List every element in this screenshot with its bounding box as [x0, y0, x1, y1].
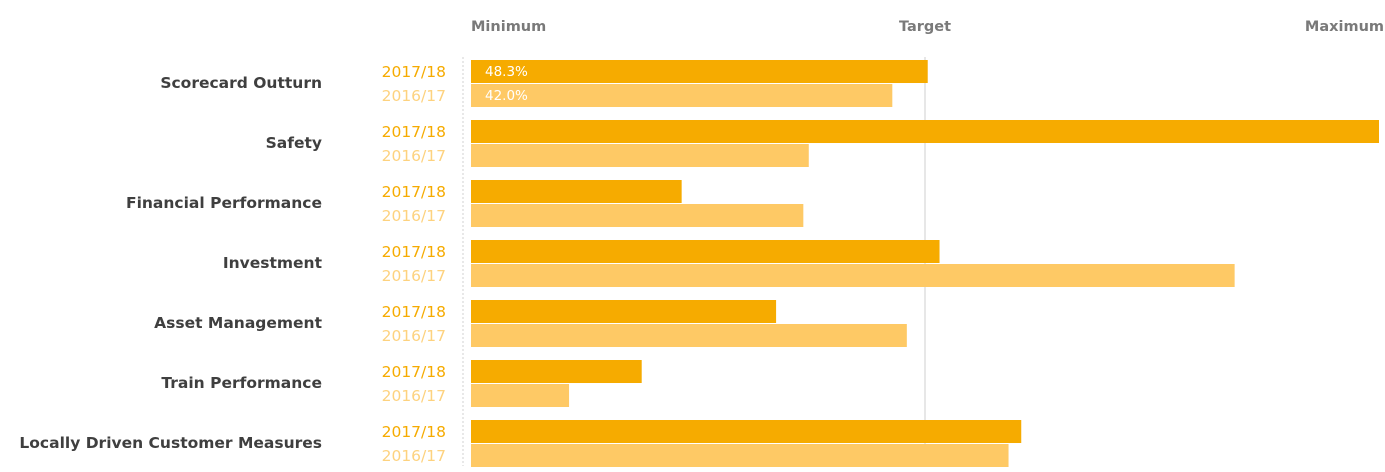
data-label-scorecard-outturn-2017-18: 48.3% [485, 64, 528, 80]
category-label-safety: Safety [266, 134, 322, 152]
year-label-safety-2017-18: 2017/18 [382, 123, 446, 141]
bar-investment-2017-18 [471, 240, 940, 263]
bar-investment-2016-17 [471, 264, 1235, 287]
year-label-train-performance-2016-17: 2016/17 [382, 387, 446, 405]
labels: Scorecard Outturn 2017/18 48.3% 2016/17 42.0… [19, 63, 528, 465]
bar-locally-driven-customer-measures-2017-18 [471, 420, 1022, 443]
category-label-train-performance: Train Performance [161, 374, 322, 392]
bar-safety-2017-18 [471, 120, 1379, 143]
bar-scorecard-outturn-2017-18 [471, 60, 928, 83]
year-label-investment-2016-17: 2016/17 [382, 267, 446, 285]
bar-financial-performance-2016-17 [471, 204, 804, 227]
axis-label-target: Target [899, 19, 951, 35]
year-label-financial-performance-2016-17: 2016/17 [382, 207, 446, 225]
bar-train-performance-2016-17 [471, 384, 570, 407]
year-label-locally-driven-customer-measures-2016-17: 2016/17 [382, 447, 446, 465]
category-label-financial-performance: Financial Performance [126, 194, 322, 212]
bar-scorecard-outturn-2016-17 [471, 84, 893, 107]
axis-label-minimum: Minimum [471, 19, 546, 35]
axis-labels: Minimum Target Maximum [471, 19, 1384, 35]
axis-label-maximum: Maximum [1305, 19, 1384, 35]
category-label-locally-driven-customer-measures: Locally Driven Customer Measures [19, 434, 322, 452]
bars [471, 60, 1379, 467]
bar-financial-performance-2017-18 [471, 180, 682, 203]
year-label-scorecard-outturn-2017-18: 2017/18 [382, 63, 446, 81]
category-label-investment: Investment [223, 254, 323, 272]
year-label-train-performance-2017-18: 2017/18 [382, 363, 446, 381]
bar-safety-2016-17 [471, 144, 809, 167]
category-label-asset-management: Asset Management [154, 314, 322, 332]
bar-asset-management-2017-18 [471, 300, 777, 323]
data-label-scorecard-outturn-2016-17: 42.0% [485, 88, 528, 104]
year-label-asset-management-2016-17: 2016/17 [382, 327, 446, 345]
year-label-scorecard-outturn-2016-17: 2016/17 [382, 87, 446, 105]
bar-locally-driven-customer-measures-2016-17 [471, 444, 1009, 467]
year-label-safety-2016-17: 2016/17 [382, 147, 446, 165]
bar-asset-management-2016-17 [471, 324, 907, 347]
bar-train-performance-2017-18 [471, 360, 642, 383]
year-label-locally-driven-customer-measures-2017-18: 2017/18 [382, 423, 446, 441]
year-label-asset-management-2017-18: 2017/18 [382, 303, 446, 321]
category-label-scorecard-outturn: Scorecard Outturn [160, 74, 322, 92]
year-label-investment-2017-18: 2017/18 [382, 243, 446, 261]
year-label-financial-performance-2017-18: 2017/18 [382, 183, 446, 201]
